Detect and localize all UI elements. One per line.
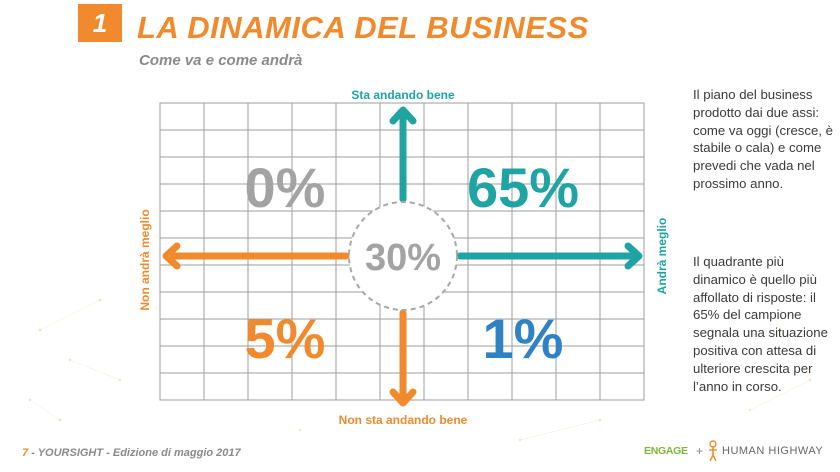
- human-highway-person-icon: [709, 440, 717, 462]
- footer-source: 7 - YOURSIGHT - Edizione di maggio 2017: [22, 447, 241, 459]
- axis-label-left: Non andrà meglio: [138, 209, 152, 310]
- quadrant-bottom-left-value: 5%: [245, 307, 326, 370]
- center-dashed-circle: [348, 201, 458, 311]
- axis-label-right: Andrà meglio: [655, 218, 669, 295]
- quadrant-top-right-value: 65%: [467, 156, 579, 219]
- page-title: LA DINAMICA DEL BUSINESS: [137, 10, 589, 45]
- page-number: 7: [22, 447, 29, 459]
- engage-logo: ENGAGE: [644, 445, 688, 457]
- footer-logos: ENGAGE + HUMAN HIGHWAY: [644, 440, 834, 464]
- center-value: 30%: [365, 237, 441, 279]
- section-number-badge: 1: [78, 4, 122, 42]
- quadrant-top-left-value: 0%: [245, 156, 326, 219]
- axis-label-bottom: Non sta andando bene: [339, 413, 468, 427]
- arrow-up-icon: [389, 106, 417, 203]
- human-highway-logo: HUMAN HIGHWAY: [722, 445, 824, 457]
- footer-source-text: - YOURSIGHT - Edizione di maggio 2017: [28, 447, 241, 459]
- arrow-right-icon: [456, 242, 643, 270]
- arrow-down-icon: [389, 309, 417, 407]
- page-subtitle: Come va e come andrà: [139, 52, 303, 69]
- logo-plus: +: [696, 444, 704, 458]
- quadrant-bottom-right-value: 1%: [483, 307, 564, 370]
- arrow-left-icon: [162, 242, 350, 270]
- center-circle-fill: [349, 202, 457, 310]
- axis-label-top: Sta andando bene: [351, 88, 455, 102]
- description-paragraph-2: Il quadrante più dinamico è quello più a…: [693, 254, 828, 394]
- description-paragraph-1: Il piano del business prodotto dai due a…: [693, 87, 833, 191]
